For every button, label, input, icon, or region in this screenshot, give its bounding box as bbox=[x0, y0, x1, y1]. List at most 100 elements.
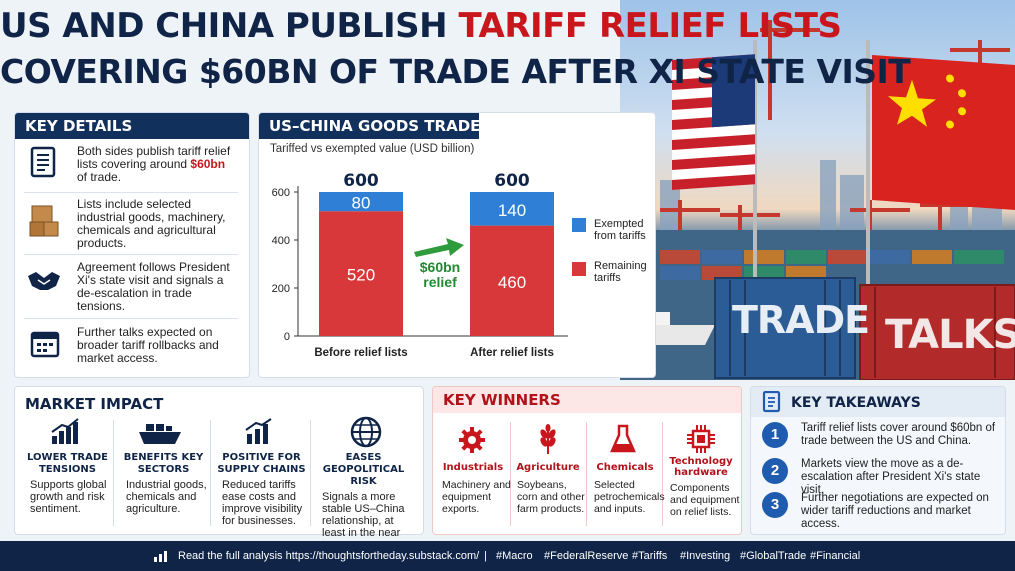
key-detail-2: Lists include selected industrial goods,… bbox=[77, 197, 226, 250]
relief-label: relief bbox=[423, 274, 457, 290]
y-tick-label: 400 bbox=[272, 235, 290, 247]
legend-label-remaining: Remaining tariffs bbox=[594, 260, 647, 284]
relief-amount: $60bn bbox=[419, 259, 461, 275]
key-takeaways-header-bar bbox=[751, 387, 1005, 417]
column-divider bbox=[310, 420, 311, 526]
key-detail-1: Both sides publish tariff relief lists c… bbox=[77, 145, 237, 184]
market-impact-desc: Industrial goods, chemicals and agricult… bbox=[126, 479, 207, 515]
wheat-icon bbox=[540, 424, 556, 454]
bar-chart-icon bbox=[245, 418, 272, 444]
takeaway-text-1: Tariff relief lists cover around $60bn o… bbox=[801, 422, 996, 447]
key-winner-desc: Soybeans, corn and other farm products. bbox=[517, 479, 585, 515]
footer-bar: Read the full analysis https://thoughtsf… bbox=[0, 541, 1015, 571]
key-winner-desc: Components and equipment on relief lists… bbox=[670, 482, 740, 518]
footer-tag-tariffs[interactable]: #Tariffs bbox=[632, 550, 668, 562]
footer-tag-financial[interactable]: #Financial bbox=[810, 550, 861, 562]
key-details-heading: KEY DETAILS bbox=[15, 113, 249, 139]
headline-part-1: US AND CHINA PUBLISH bbox=[0, 6, 459, 46]
key-winner-desc: Machinery and equipment exports. bbox=[442, 479, 511, 515]
market-impact-desc: Signals a more stable US–China relations… bbox=[322, 491, 405, 551]
goods-trade-heading: US–CHINA GOODS TRADE bbox=[259, 113, 480, 139]
footer-tag-federalreserve[interactable]: #FederalReserve bbox=[544, 550, 629, 562]
footer-tag-investing[interactable]: #Investing bbox=[680, 550, 731, 562]
key-winner-title: Agriculture bbox=[516, 462, 580, 473]
x-category-label: Before relief lists bbox=[314, 347, 407, 359]
key-detail-1-text-end: of trade. bbox=[77, 170, 122, 184]
chart-subtitle: Tariffed vs exempted value (USD billion) bbox=[270, 143, 475, 155]
bar-remaining-tariffs bbox=[470, 225, 554, 336]
trade-scene-illustration: TRADE TALKS bbox=[620, 0, 1015, 380]
document-icon bbox=[30, 146, 56, 178]
market-impact-title: BENEFITS KEY SECTORS bbox=[123, 452, 204, 475]
bar-value-label: 460 bbox=[498, 273, 526, 292]
headline-line-1: US AND CHINA PUBLISH TARIFF RELIEF LISTS bbox=[0, 6, 842, 46]
market-impact-item-1: LOWER TRADE TENSIONS Supports global gro… bbox=[20, 452, 115, 515]
china-flag-icon bbox=[866, 40, 1015, 300]
column-divider bbox=[662, 422, 663, 526]
container-label-talks: TALKS bbox=[885, 312, 1015, 358]
x-category-label: After relief lists bbox=[470, 347, 554, 359]
bar-exempted-from-tariffs bbox=[319, 192, 403, 212]
us-flag-icon bbox=[672, 40, 757, 300]
chip-icon bbox=[687, 425, 715, 453]
gear-icon bbox=[459, 427, 485, 453]
handshake-icon bbox=[28, 272, 60, 290]
y-tick-label: 600 bbox=[272, 187, 290, 199]
talks-container bbox=[859, 284, 1015, 380]
document-icon bbox=[762, 391, 781, 413]
bar-value-label: 520 bbox=[347, 266, 375, 285]
key-takeaways-panel: KEY TAKEAWAYS bbox=[750, 386, 1006, 535]
legend-label-exempted: Exempted from tariffs bbox=[594, 218, 646, 242]
column-divider bbox=[210, 420, 211, 526]
trade-container bbox=[714, 277, 856, 379]
divider bbox=[24, 318, 238, 319]
footer-tag-macro[interactable]: #Macro bbox=[496, 550, 533, 562]
footer-tag-globaltrade[interactable]: #GlobalTrade bbox=[740, 550, 807, 562]
market-impact-item-4: EASES GEOPOLITICAL RISK Signals a more s… bbox=[316, 452, 411, 551]
market-impact-title: POSITIVE FOR SUPPLY CHAINS bbox=[217, 452, 306, 475]
relief-callout: $60bn relief bbox=[410, 260, 470, 290]
bar-total-label: 600 bbox=[494, 171, 530, 191]
container-label-trade: TRADE bbox=[732, 298, 870, 342]
market-impact-item-2: BENEFITS KEY SECTORS Industrial goods, c… bbox=[116, 452, 211, 515]
key-detail-4: Further talks expected on broader tariff… bbox=[77, 325, 219, 365]
takeaway-text-3: Further negotiations are expected on wid… bbox=[801, 492, 989, 530]
key-winners-panel: KEY WINNERS bbox=[432, 386, 742, 535]
column-divider bbox=[113, 420, 114, 526]
column-divider bbox=[586, 422, 587, 526]
divider bbox=[24, 254, 238, 255]
key-detail-1-highlight: $60bn bbox=[190, 157, 226, 171]
calendar-icon bbox=[30, 331, 60, 358]
column-divider bbox=[510, 422, 511, 526]
headline-highlight: TARIFF RELIEF LISTS bbox=[458, 6, 842, 46]
takeaway-number-3: 3 bbox=[762, 492, 788, 518]
key-winner-title: Technology hardware bbox=[669, 456, 733, 478]
footer-divider: | bbox=[484, 550, 487, 562]
key-winner-title: Industrials bbox=[442, 462, 504, 473]
bar-total-label: 600 bbox=[343, 171, 379, 191]
footer-link[interactable]: Read the full analysis https://thoughtsf… bbox=[178, 550, 480, 562]
key-detail-1-text: Both sides publish tariff relief lists c… bbox=[77, 144, 231, 171]
legend-swatch-exempted bbox=[572, 218, 586, 232]
key-detail-3: Agreement follows President Xi's state v… bbox=[77, 260, 230, 313]
legend-swatch-remaining bbox=[572, 262, 586, 276]
key-winner-2: Agriculture Soybeans, corn and other far… bbox=[509, 462, 587, 515]
rising-chart-icon bbox=[51, 418, 79, 444]
market-impact-desc: Supports global growth and risk sentimen… bbox=[30, 479, 107, 515]
bar-chart-icon bbox=[154, 551, 167, 562]
market-impact-title: LOWER TRADE TENSIONS bbox=[27, 452, 108, 475]
divider bbox=[24, 192, 238, 193]
bar-value-label: 80 bbox=[352, 194, 371, 213]
y-tick-label: 200 bbox=[272, 283, 290, 295]
headline-line-2: COVERING $60BN OF TRADE AFTER XI STATE V… bbox=[0, 52, 911, 91]
green-arrow-icon bbox=[414, 238, 464, 257]
key-winners-header-bar bbox=[433, 387, 741, 413]
bar-exempted-from-tariffs bbox=[470, 192, 554, 226]
key-winners-heading: KEY WINNERS bbox=[443, 391, 561, 409]
market-impact-heading: MARKET IMPACT bbox=[25, 395, 164, 413]
market-impact-title: EASES GEOPOLITICAL RISK bbox=[322, 452, 405, 487]
bar-remaining-tariffs bbox=[319, 211, 403, 336]
cargo-ship-icon bbox=[139, 424, 181, 444]
boxes-icon bbox=[29, 205, 59, 237]
market-impact-item-3: POSITIVE FOR SUPPLY CHAINS Reduced tarif… bbox=[214, 452, 309, 527]
